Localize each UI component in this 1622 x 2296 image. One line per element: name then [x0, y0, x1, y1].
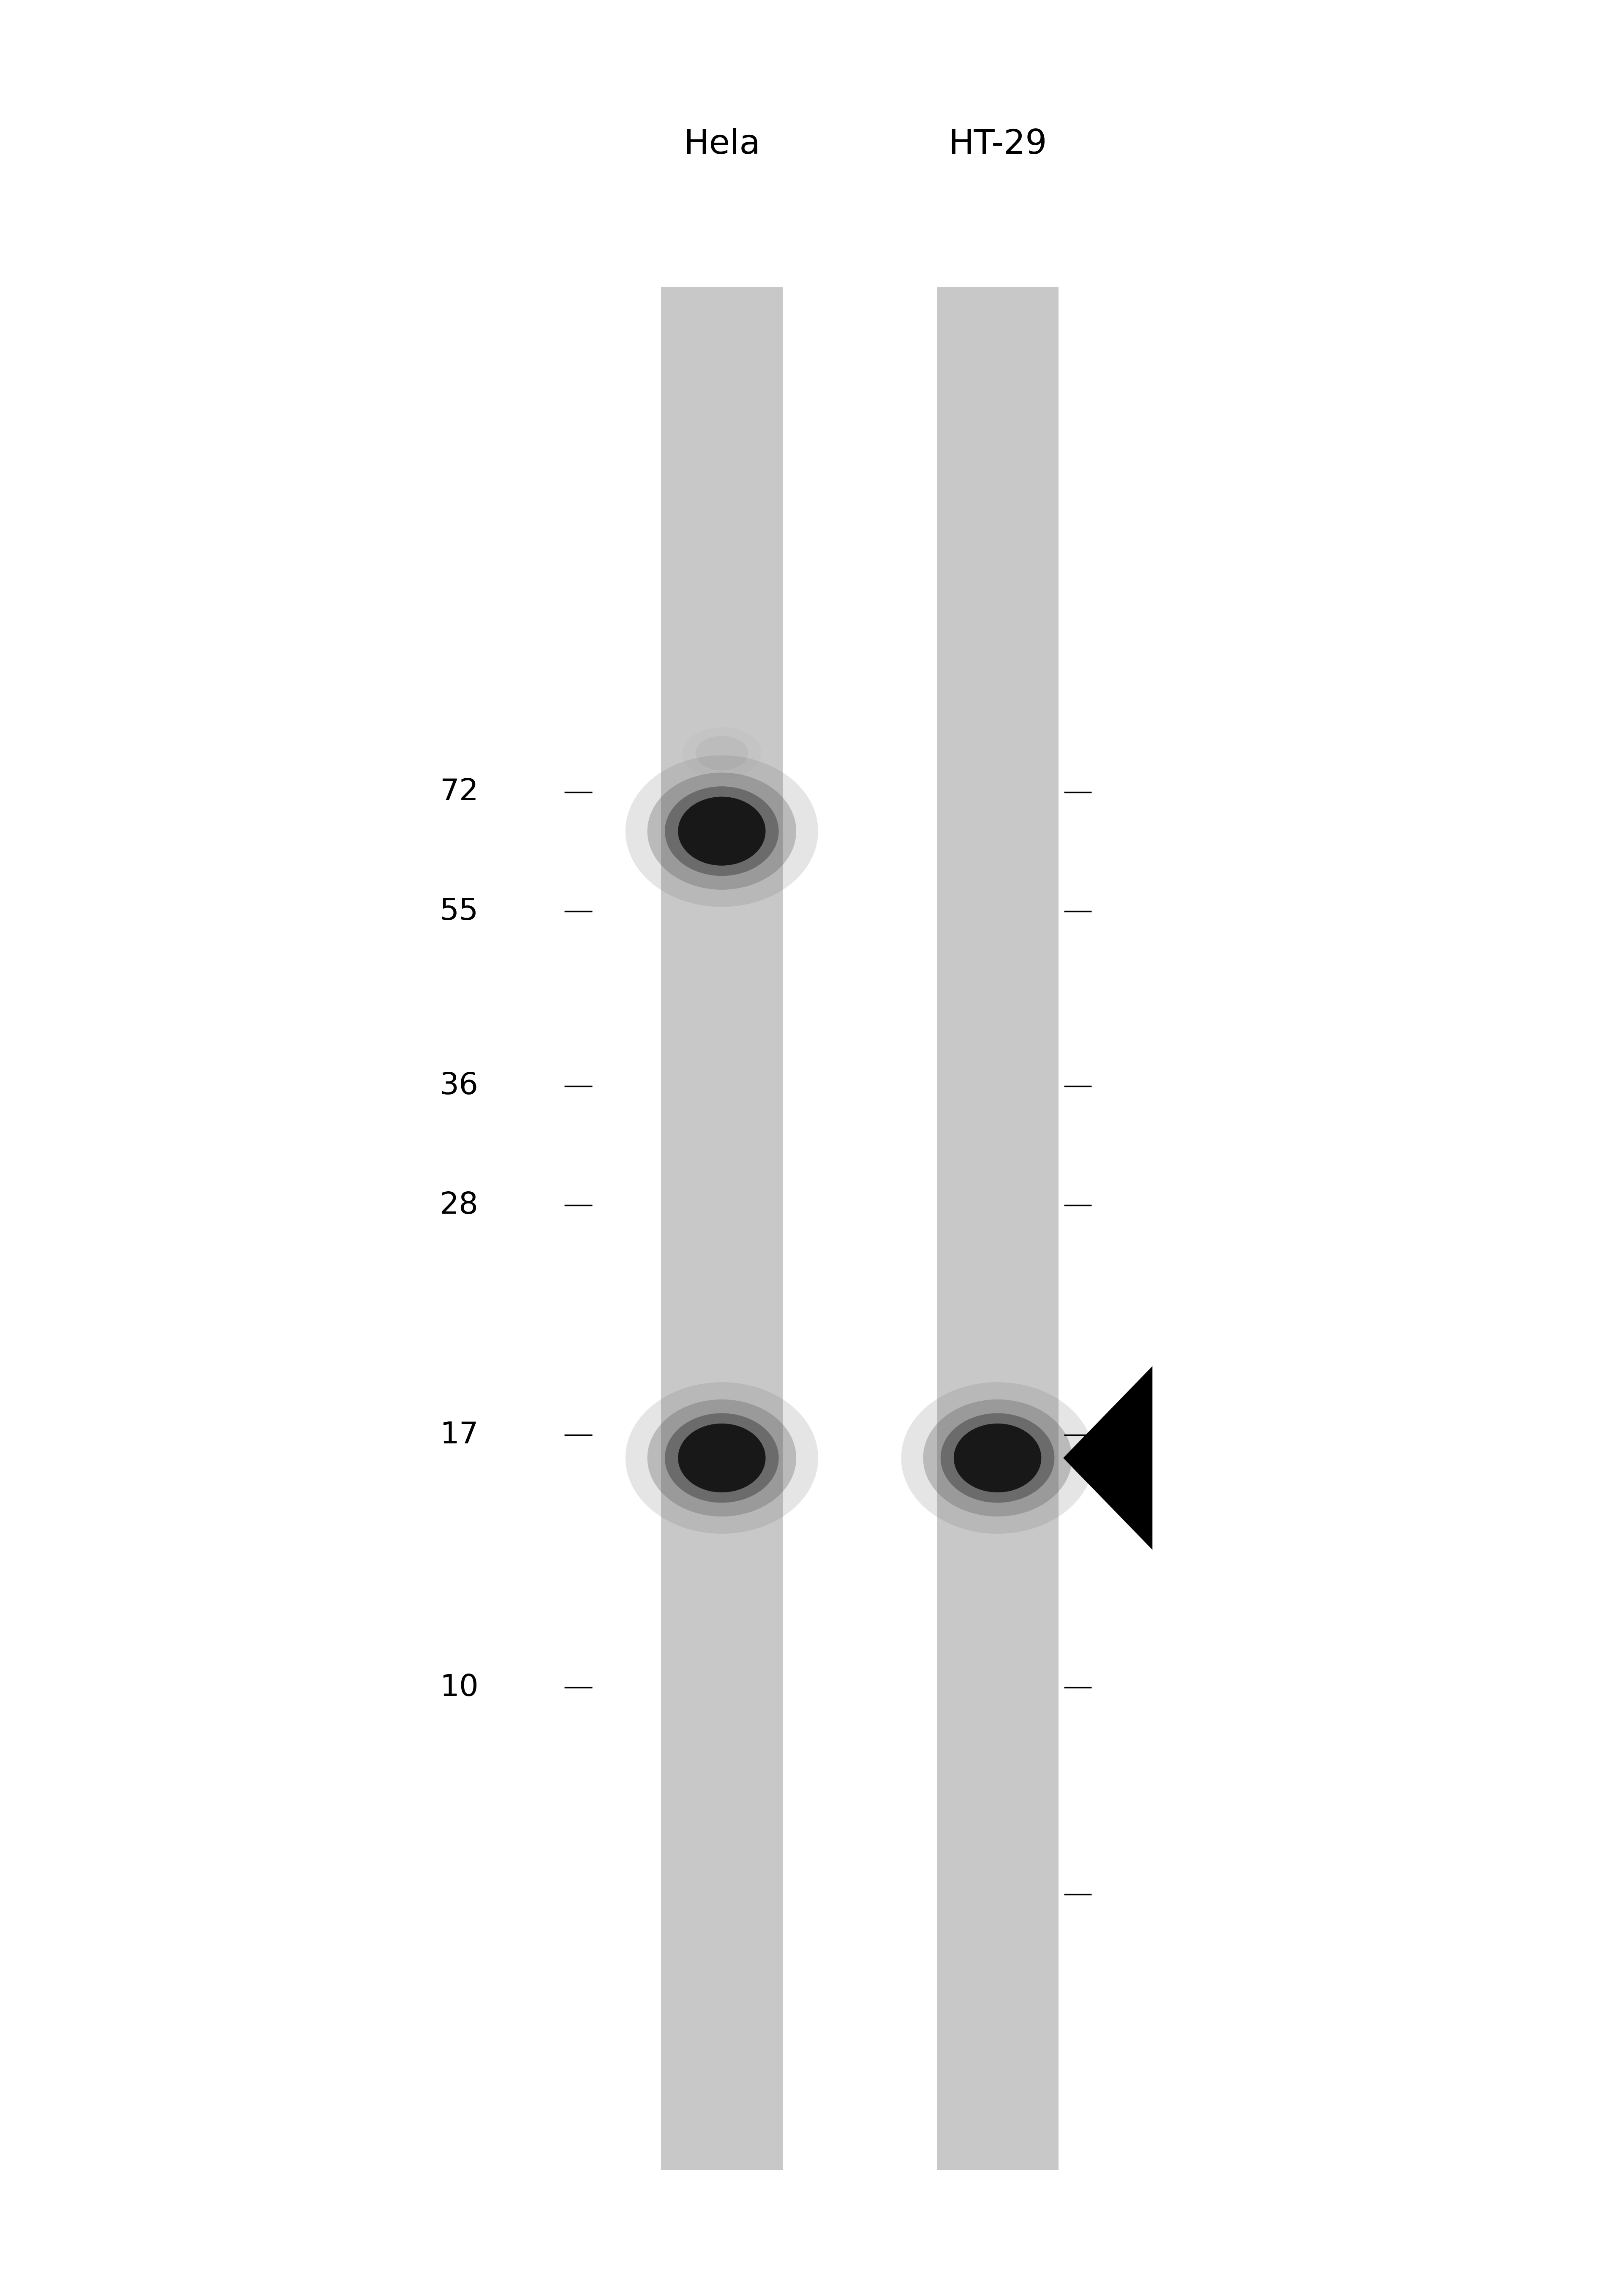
Text: 72: 72: [440, 778, 478, 806]
Text: 10: 10: [440, 1674, 478, 1701]
Ellipse shape: [683, 728, 761, 778]
Ellipse shape: [626, 1382, 817, 1534]
Ellipse shape: [923, 1401, 1072, 1518]
Bar: [662, 287, 783, 2170]
Ellipse shape: [678, 1424, 766, 1492]
Ellipse shape: [647, 1401, 796, 1518]
Polygon shape: [1064, 1366, 1152, 1550]
Ellipse shape: [696, 735, 748, 771]
Ellipse shape: [954, 1424, 1041, 1492]
Bar: [938, 287, 1058, 2170]
Text: HT-29: HT-29: [949, 129, 1046, 161]
Ellipse shape: [902, 1382, 1093, 1534]
Ellipse shape: [665, 1414, 779, 1504]
Text: 17: 17: [440, 1421, 478, 1449]
Ellipse shape: [941, 1414, 1054, 1504]
Ellipse shape: [626, 755, 817, 907]
Text: 36: 36: [440, 1072, 478, 1100]
Text: 55: 55: [440, 898, 478, 925]
Text: Hela: Hela: [683, 129, 761, 161]
Ellipse shape: [665, 785, 779, 875]
Text: 28: 28: [440, 1192, 478, 1219]
Ellipse shape: [647, 771, 796, 891]
Ellipse shape: [678, 797, 766, 866]
